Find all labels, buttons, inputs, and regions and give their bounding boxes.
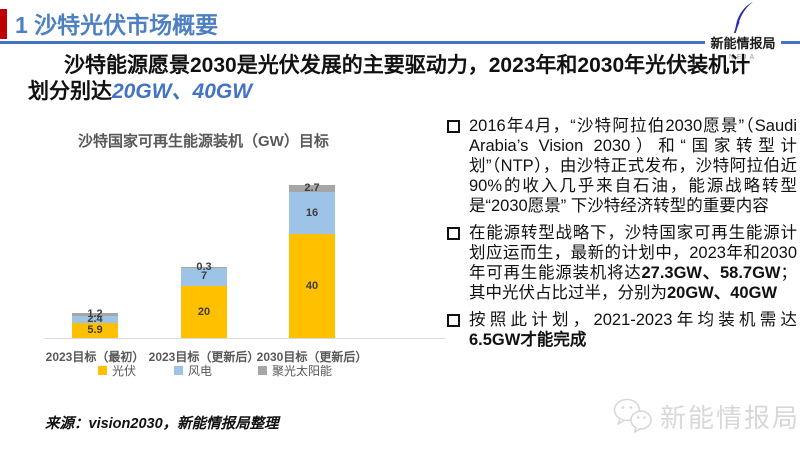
bar-segment-聚光太阳能 bbox=[72, 313, 118, 317]
brand-abbreviation: NEIA bbox=[728, 54, 758, 61]
checkbox-bullet-icon bbox=[447, 120, 460, 133]
legend-label: 风电 bbox=[188, 364, 213, 378]
wechat-watermark: 新能情报局 bbox=[612, 396, 800, 436]
page-title: 1 沙特光伏市场概要 bbox=[15, 12, 219, 38]
legend-item: 聚光太阳能 bbox=[258, 362, 332, 379]
legend-color-swatch bbox=[258, 366, 267, 375]
bullet-plain-text: 2016年4月，“沙特阿拉伯2030愿景”（Saudi Arabia’s Vis… bbox=[469, 117, 797, 215]
bar-segment-光伏 bbox=[181, 286, 227, 338]
slide-headline: 沙特能源愿景2030是光伏发展的主要驱动力，2023年和2030年光伏装机计划分… bbox=[28, 53, 760, 105]
checkbox-bullet-icon bbox=[447, 314, 460, 327]
bullet-text: 在能源转型战略下，沙特国家可再生能源计划应运而生，最新的计划中，2023年和20… bbox=[469, 223, 797, 303]
bar-value-label: 1.2 bbox=[87, 308, 103, 321]
wechat-icon bbox=[613, 398, 652, 433]
checkbox-bullet-icon bbox=[447, 227, 460, 240]
bullet-text: 按照此计划，2021-2023年均装机需达 6.5GW才能完成 bbox=[469, 310, 797, 350]
watermark-text: 新能情报局 bbox=[660, 402, 800, 433]
bullet-bold-text: 6.5GW才能完成 bbox=[469, 331, 587, 349]
source-note: 来源：vision2030，新能情报局整理 bbox=[45, 416, 279, 432]
legend-item: 光伏 bbox=[98, 362, 136, 379]
bullet-bold-text: 20GW、40GW bbox=[667, 284, 778, 302]
header-divider bbox=[0, 41, 800, 44]
legend-label: 聚光太阳能 bbox=[272, 364, 333, 378]
bullet-plain-text: ；其中光伏占比过半，分别为 bbox=[469, 264, 798, 302]
bar-segment-聚光太阳能 bbox=[289, 185, 335, 193]
bar-value-label: 0.3 bbox=[196, 260, 212, 273]
bullet-plain-text: 在能源转型战略下，沙特国家可再生能源计划应运而生，最新的计划中，2023年和20… bbox=[469, 224, 797, 282]
bar-value-label: 5.9 bbox=[87, 323, 103, 336]
legend-color-swatch bbox=[98, 366, 107, 375]
brand-logo: 新能情报局 NEIA bbox=[693, 1, 793, 61]
x-axis-category-label: 2030目标（更新后） bbox=[256, 350, 368, 364]
bar-value-label: 40 bbox=[305, 279, 319, 292]
bar-segment-光伏 bbox=[72, 322, 118, 338]
key-points-list: 2016年4月，“沙特阿拉伯2030愿景”（Saudi Arabia’s Vis… bbox=[447, 116, 797, 357]
legend-item: 风电 bbox=[174, 362, 212, 379]
bullet-plain-text: 按照此计划，2021-2023年均装机需达 bbox=[469, 311, 797, 329]
bar-segment-聚光太阳能 bbox=[181, 267, 227, 268]
bar-segment-风电 bbox=[72, 316, 118, 323]
bar-value-label: 2.7 bbox=[304, 182, 320, 195]
bar-value-label: 7 bbox=[200, 270, 208, 283]
bar-value-label: 20 bbox=[197, 305, 211, 318]
header-accent-bar bbox=[0, 9, 7, 39]
feather-icon bbox=[733, 2, 753, 35]
chart-title: 沙特国家可再生能源装机（GW）目标 bbox=[78, 133, 329, 150]
brand-name: 新能情报局 bbox=[705, 33, 781, 52]
x-axis-line bbox=[45, 338, 445, 339]
renewables-target-chart: 沙特国家可再生能源装机（GW）目标 5.9 2.4 1.2 2023目标（最初） 20 7… bbox=[40, 122, 460, 397]
bar-segment-风电 bbox=[289, 192, 335, 234]
bullet-text: 2016年4月，“沙特阿拉伯2030愿景”（Saudi Arabia’s Vis… bbox=[469, 116, 797, 216]
legend-label: 光伏 bbox=[112, 364, 137, 378]
headline-highlight-text: 20GW、40GW bbox=[112, 80, 253, 103]
bar-segment-光伏 bbox=[289, 234, 335, 338]
x-axis-category-label: 2023目标（更新后） bbox=[148, 350, 260, 364]
bullet-item: 按照此计划，2021-2023年均装机需达 6.5GW才能完成 bbox=[447, 310, 797, 350]
headline-main-text: 沙特能源愿景2030是光伏发展的主要驱动力，2023年和2030年光伏装机计划分… bbox=[28, 54, 751, 103]
bar-value-label: 16 bbox=[305, 206, 319, 219]
legend-color-swatch bbox=[174, 366, 183, 375]
bullet-item: 2016年4月，“沙特阿拉伯2030愿景”（Saudi Arabia’s Vis… bbox=[447, 116, 797, 216]
bullet-item: 在能源转型战略下，沙特国家可再生能源计划应运而生，最新的计划中，2023年和20… bbox=[447, 223, 797, 303]
x-axis-category-label: 2023目标（最初） bbox=[45, 350, 145, 364]
bar-segment-风电 bbox=[181, 267, 227, 286]
bullet-bold-text: 27.3GW、58.7GW bbox=[641, 264, 781, 282]
